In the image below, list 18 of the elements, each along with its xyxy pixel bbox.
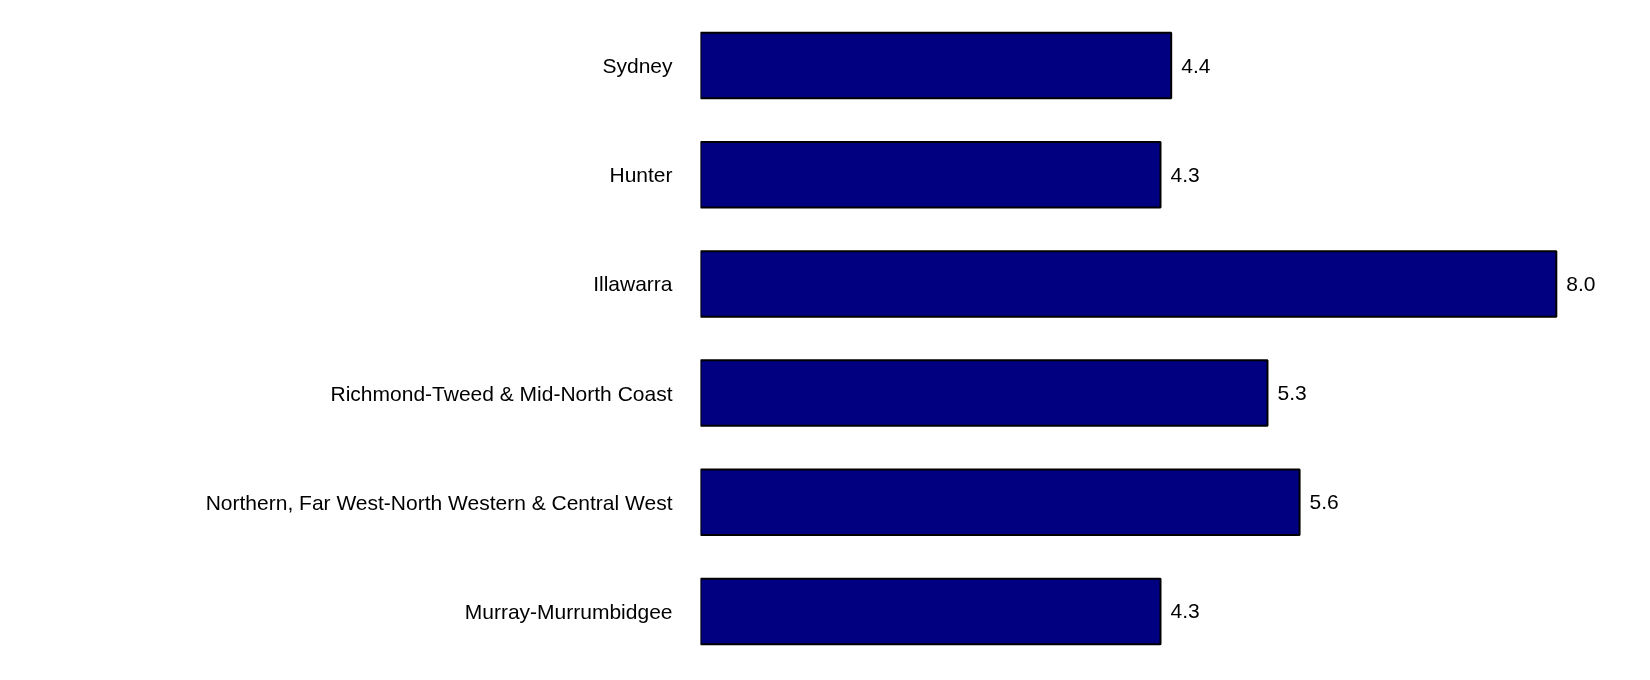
data-label: 4.3 bbox=[1170, 162, 1200, 186]
data-label: 4.4 bbox=[1181, 53, 1211, 77]
data-label: 5.6 bbox=[1309, 490, 1339, 514]
bar bbox=[700, 31, 1173, 100]
y-tick-label: Sydney bbox=[602, 54, 673, 78]
data-label: 8.0 bbox=[1566, 271, 1596, 295]
data-label: 5.3 bbox=[1277, 381, 1307, 405]
bar bbox=[700, 468, 1301, 537]
bar bbox=[700, 577, 1162, 646]
bar bbox=[700, 140, 1162, 209]
y-tick-label: Hunter bbox=[609, 163, 673, 187]
data-label: 4.3 bbox=[1170, 599, 1200, 623]
y-tick-label: Murray-Murrumbidgee bbox=[464, 599, 673, 623]
bar bbox=[700, 250, 1558, 318]
y-tick-label: Richmond-Tweed & Mid-North Coast bbox=[330, 381, 673, 405]
bar bbox=[700, 359, 1269, 427]
y-tick-label: Illawarra bbox=[593, 272, 673, 296]
y-tick-label: Northern, Far West-North Western & Central West bbox=[205, 490, 673, 514]
